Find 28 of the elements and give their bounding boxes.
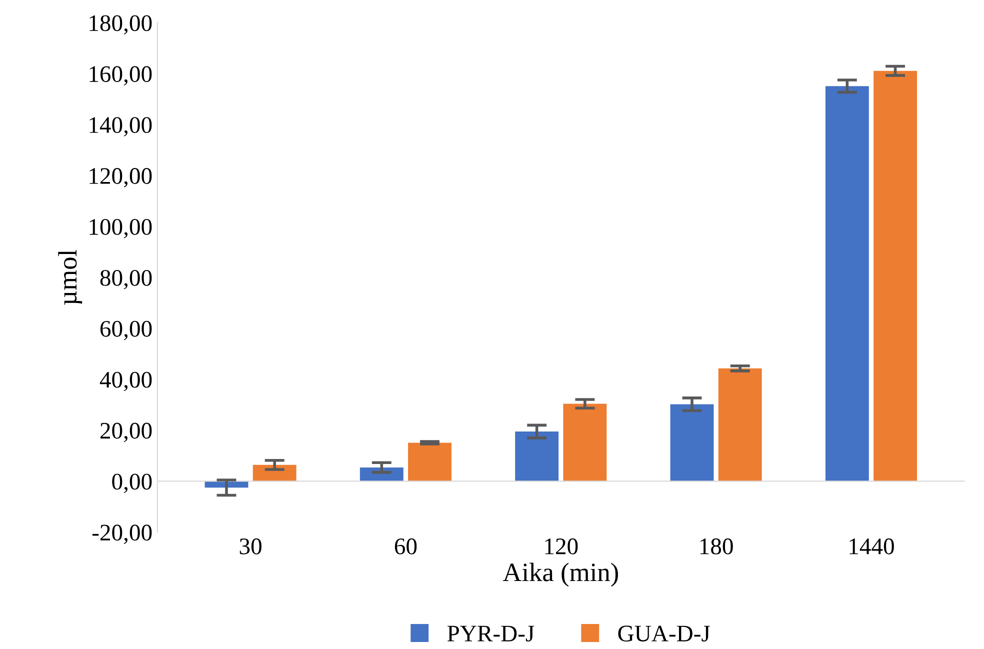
y-tick-label: 100,00 xyxy=(90,218,152,238)
bar xyxy=(718,368,762,482)
bar xyxy=(825,86,869,482)
legend-label: PYR-D-J xyxy=(447,626,534,642)
y-tick-label: 20,00 xyxy=(100,422,152,442)
bar xyxy=(563,404,607,482)
y-tick-label: 40,00 xyxy=(100,372,152,392)
y-tick-label: -20,00 xyxy=(92,524,152,544)
y-tick-label: 120,00 xyxy=(90,168,152,188)
x-tick-label: 180 xyxy=(700,538,733,554)
y-tick-label: 180,00 xyxy=(90,15,152,35)
bar xyxy=(515,432,559,482)
x-tick-label: 120 xyxy=(545,538,578,554)
legend-label: GUA-D-J xyxy=(618,626,710,642)
x-tick-label: 60 xyxy=(394,538,417,554)
y-axis-title: µmol xyxy=(58,250,82,305)
y-tick-label: 60,00 xyxy=(100,320,152,340)
y-tick-label: 0,00 xyxy=(112,474,152,494)
bar xyxy=(874,70,917,482)
y-tick-label: 140,00 xyxy=(90,117,152,136)
bar xyxy=(670,404,714,482)
bar xyxy=(252,464,296,482)
x-tick-label: 30 xyxy=(240,538,262,554)
y-tick-label: 80,00 xyxy=(100,270,152,290)
x-tick-label: 1440 xyxy=(850,538,894,554)
x-axis-title: Aika (min) xyxy=(502,562,618,587)
y-tick-label: 160,00 xyxy=(90,66,152,86)
bar xyxy=(408,442,452,482)
